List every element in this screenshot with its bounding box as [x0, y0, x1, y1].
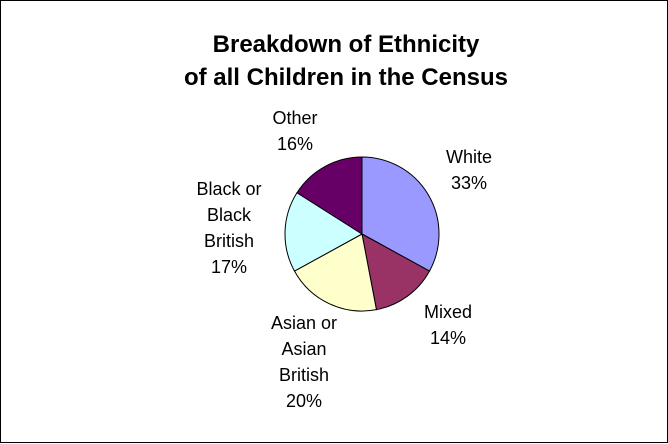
pie-slice-asian-or-asian-british: [293, 233, 378, 312]
slice-name-label: White: [446, 147, 492, 167]
slice-value-label: 17%: [211, 257, 247, 277]
slice-label-other: Other 16%: [272, 108, 317, 154]
chart-title-line-1: Breakdown of Ethnicity: [213, 31, 480, 58]
slice-value-label: 16%: [277, 134, 313, 154]
slice-name-label: Asian or: [271, 313, 337, 333]
slice-name-label: British: [204, 231, 254, 251]
slice-value-label: 20%: [286, 391, 322, 411]
slice-labels: White 33% Mixed 14% Asian or Asian British 20% B…: [196, 108, 492, 411]
pie-slice-white: [361, 156, 440, 272]
slice-name-label: Black or: [196, 179, 261, 199]
slice-name-label: Other: [272, 108, 317, 128]
pie-slices: [284, 156, 440, 312]
slice-label-mixed: Mixed 14%: [424, 302, 472, 348]
slice-label-black-or-black-british: Black or Black British 17%: [196, 179, 261, 277]
slice-name-label: Black: [207, 205, 252, 225]
chart-title: Breakdown of Ethnicity of all Children i…: [184, 31, 508, 91]
slice-name-label: Mixed: [424, 302, 472, 322]
pie-slice-black-or-black-british: [284, 192, 363, 272]
slice-value-label: 33%: [451, 173, 487, 193]
slice-name-label: British: [279, 365, 329, 385]
pie-slice-other: [296, 156, 363, 235]
slice-label-white: White 33%: [446, 147, 492, 193]
pie-slice-mixed: [361, 233, 431, 311]
chart-title-line-2: of all Children in the Census: [184, 64, 508, 91]
slice-label-asian-or-asian-british: Asian or Asian British 20%: [271, 313, 337, 411]
slice-name-label: Asian: [281, 339, 326, 359]
slice-value-label: 14%: [430, 328, 466, 348]
